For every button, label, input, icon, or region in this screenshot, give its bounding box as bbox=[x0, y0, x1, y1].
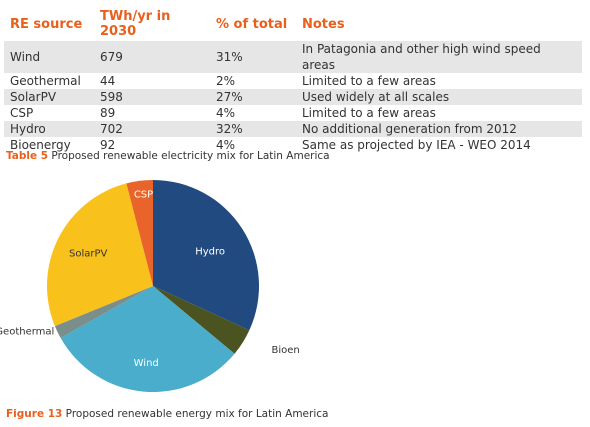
cell-twh: 44 bbox=[100, 74, 116, 88]
cell-percent: 27% bbox=[210, 89, 296, 105]
cell-source: CSP bbox=[10, 106, 34, 120]
cell-percent: 31% bbox=[210, 41, 296, 73]
cell-percent: 2% bbox=[216, 74, 236, 88]
header-percent: % of total bbox=[216, 16, 288, 32]
cell-source: Hydro bbox=[4, 121, 94, 137]
cell-notes: Same as projected by IEA - WEO 2014 bbox=[302, 138, 531, 152]
pie-slice-geothermal bbox=[54, 286, 154, 339]
pie-slice-bioenergy bbox=[153, 286, 250, 354]
figure-caption-label: Figure 13 bbox=[6, 408, 63, 420]
header-re-source: RE source bbox=[10, 16, 83, 32]
cell-twh: 702 bbox=[94, 121, 210, 137]
table-header-row: RE source TWh/yr in 2030 % of total Note… bbox=[4, 8, 582, 41]
table-row: Wind 679 31% In Patagonia and other high… bbox=[4, 41, 582, 73]
cell-notes: Limited to a few areas bbox=[302, 74, 436, 88]
cell-twh: 679 bbox=[94, 41, 210, 73]
table-caption: Table 5 Proposed renewable electricity m… bbox=[6, 150, 330, 162]
cell-percent: 32% bbox=[210, 121, 296, 137]
cell-notes: No additional generation from 2012 bbox=[296, 121, 582, 137]
pie-label-csp: CSP bbox=[134, 190, 153, 201]
table-row: Geothermal 44 2% Limited to a few areas bbox=[4, 73, 582, 89]
table-caption-label: Table 5 bbox=[6, 150, 49, 162]
pie-label-bioenergy: Bioenergy bbox=[272, 345, 301, 356]
cell-notes: In Patagonia and other high wind speed a… bbox=[296, 41, 582, 73]
table-caption-text: Proposed renewable electricity mix for L… bbox=[48, 150, 330, 162]
pie-label-wind: Wind bbox=[134, 358, 159, 369]
table-row: SolarPV 598 27% Used widely at all scale… bbox=[4, 89, 582, 105]
header-notes: Notes bbox=[302, 16, 345, 32]
pie-label-geothermal: Geothermal bbox=[0, 327, 54, 338]
header-twh: TWh/yr in 2030 bbox=[100, 9, 171, 39]
cell-twh: 92 bbox=[100, 138, 116, 152]
pie-slice-solarpv bbox=[46, 183, 153, 327]
table-row: CSP 89 4% Limited to a few areas bbox=[4, 105, 582, 121]
cell-notes: Used widely at all scales bbox=[296, 89, 582, 105]
pie-label-hydro: Hydro bbox=[195, 247, 225, 258]
cell-percent: 4% bbox=[216, 138, 236, 152]
cell-source: SolarPV bbox=[4, 89, 94, 105]
cell-source: Bioenergy bbox=[10, 138, 71, 152]
cell-source: Wind bbox=[4, 41, 94, 73]
cell-twh: 598 bbox=[94, 89, 210, 105]
figure-caption: Figure 13 Proposed renewable energy mix … bbox=[6, 408, 328, 420]
pie-slice-wind bbox=[60, 286, 235, 393]
pie-chart: Hydro Bioenergy Wind Geothermal SolarPV CSP bbox=[0, 180, 301, 393]
pie-label-solarpv: SolarPV bbox=[69, 249, 108, 260]
cell-percent: 4% bbox=[216, 106, 236, 120]
figure-caption-text: Proposed renewable energy mix for Latin … bbox=[62, 408, 329, 420]
pie-slice-csp bbox=[126, 180, 153, 286]
cell-twh: 89 bbox=[100, 106, 116, 120]
pie-slice-hydro bbox=[153, 180, 259, 331]
table-row: Hydro 702 32% No additional generation f… bbox=[4, 121, 582, 137]
cell-notes: Limited to a few areas bbox=[302, 106, 436, 120]
renewable-source-table: RE source TWh/yr in 2030 % of total Note… bbox=[4, 8, 582, 153]
cell-source: Geothermal bbox=[10, 74, 81, 88]
table-row: Bioenergy 92 4% Same as projected by IEA… bbox=[4, 137, 582, 153]
